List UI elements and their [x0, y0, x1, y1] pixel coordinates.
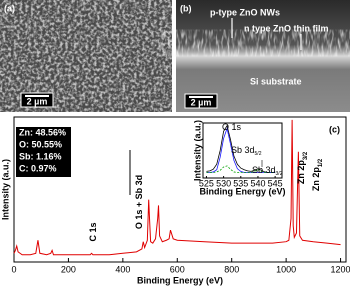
data-line [206, 124, 276, 173]
composition-line: Sb: 1.16% [19, 151, 62, 161]
annotation: Si substrate [250, 76, 302, 86]
main-plot: 0 200 400 600 800 1000 1200 Binding Energy (eV)… [0, 119, 350, 285]
x-axis-label: Binding Energy (eV) [137, 275, 223, 285]
panel-label: (b) [180, 3, 192, 13]
annotation-text: Sb 3d [231, 145, 255, 155]
data-line [206, 165, 276, 173]
annotation: n type ZnO thin film [244, 23, 329, 33]
x-tick-label: 525 [199, 178, 214, 188]
scale-bar: 2 µm [27, 96, 48, 106]
annotation: p-type ZnO NWs [210, 7, 280, 17]
annotation-text: Zn 2p [296, 160, 306, 185]
data-line [206, 127, 276, 173]
panel-a: (a) 2 µm [0, 0, 172, 112]
annotation: O 1s + Sb 3d [134, 175, 144, 229]
scale-bar: 2 µm [191, 97, 212, 107]
panel-b: (b) p-type ZnO NWs n type ZnO thin film … [176, 0, 350, 112]
inset-bg [198, 121, 286, 198]
composition-line: C: 0.97% [19, 163, 57, 173]
x-tick-label: 200 [61, 264, 76, 274]
annotation-text: Sb 3d [252, 165, 276, 175]
x-tick-label: 1200 [331, 264, 350, 274]
annotation-sub: 1/2 [318, 158, 324, 167]
x-tick-label: 540 [250, 178, 265, 188]
annotation: Sb 3d3/2 [252, 165, 283, 177]
annotation-sub: 3/2 [303, 151, 309, 160]
annotation-text: Zn 2p [311, 167, 321, 192]
x-tick-label: 535 [233, 178, 248, 188]
annotation-text: C 1s [88, 222, 98, 241]
panel-label: (a) [4, 3, 15, 13]
x-tick-label: 1000 [276, 264, 296, 274]
annotation-text: O 1s [222, 122, 242, 132]
annotation: C 1s [88, 222, 98, 241]
inset-frame [202, 122, 283, 179]
annotation-text: O 1s + Sb 3d [134, 175, 144, 229]
panel-label: (c) [329, 124, 340, 134]
annotation-sub: 5/2 [255, 151, 262, 157]
composition-box [16, 127, 71, 177]
x-tick-label: 400 [115, 264, 130, 274]
x-axis-label: Binding Energy (eV) [199, 186, 285, 196]
annotation: Zn 2p3/2 [296, 151, 308, 184]
annotation: Sb 3d5/2 [231, 145, 262, 157]
x-tick-label: 600 [170, 264, 185, 274]
x-tick-label: 0 [11, 264, 16, 274]
annotation: Zn 2p1/2 [311, 158, 323, 191]
annotation-sub: 3/2 [276, 171, 283, 177]
y-axis-label: Intensity (a.u.) [0, 159, 10, 220]
annotation: O 1s [222, 122, 242, 132]
data-line [13, 119, 341, 256]
composition-line: O: 50.55% [19, 139, 62, 149]
x-tick-label: 530 [216, 178, 231, 188]
y-axis-label: Intensity (a.u.) [192, 120, 202, 181]
x-tick-label: 545 [268, 178, 283, 188]
plot-frame [13, 116, 347, 263]
x-tick-label: 800 [224, 264, 239, 274]
composition-line: Zn: 48.56% [19, 127, 66, 137]
